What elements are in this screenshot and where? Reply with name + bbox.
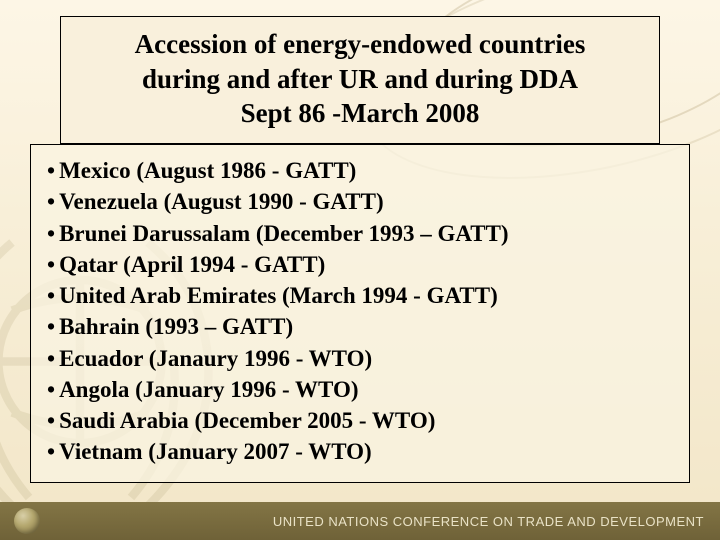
bullet-icon: •	[47, 439, 59, 464]
list-item: •Mexico (August 1986 - GATT)	[47, 155, 673, 186]
list-item: •Bahrain (1993 – GATT)	[47, 311, 673, 342]
title-line-2: during and after UR and during DDA	[81, 62, 639, 97]
list-item: •Angola (January 1996 - WTO)	[47, 374, 673, 405]
bullet-icon: •	[47, 221, 59, 246]
title-line-1: Accession of energy-endowed countries	[81, 27, 639, 62]
list-item: •United Arab Emirates (March 1994 - GATT…	[47, 280, 673, 311]
list-item: •Ecuador (Janaury 1996 - WTO)	[47, 343, 673, 374]
list-item: •Brunei Darussalam (December 1993 – GATT…	[47, 218, 673, 249]
list-item-text: Qatar (April 1994 - GATT)	[59, 252, 325, 277]
title-box: Accession of energy-endowed countries du…	[60, 16, 660, 144]
list-item-text: Angola (January 1996 - WTO)	[59, 377, 358, 402]
bullet-icon: •	[47, 252, 59, 277]
bullet-icon: •	[47, 314, 59, 339]
bullet-icon: •	[47, 189, 59, 214]
list-item-text: Brunei Darussalam (December 1993 – GATT)	[59, 221, 509, 246]
footer-text: UNITED NATIONS CONFERENCE ON TRADE AND D…	[273, 514, 704, 529]
list-item: •Vietnam (January 2007 - WTO)	[47, 436, 673, 467]
bullet-icon: •	[47, 408, 59, 433]
bullet-icon: •	[47, 377, 59, 402]
list-item-text: Mexico (August 1986 - GATT)	[59, 158, 356, 183]
list-item-text: Ecuador (Janaury 1996 - WTO)	[59, 346, 372, 371]
list-item-text: Vietnam (January 2007 - WTO)	[59, 439, 372, 464]
list-item: •Qatar (April 1994 - GATT)	[47, 249, 673, 280]
footer-bar: UNITED NATIONS CONFERENCE ON TRADE AND D…	[0, 502, 720, 540]
list-item-text: Saudi Arabia (December 2005 - WTO)	[59, 408, 435, 433]
bullet-icon: •	[47, 158, 59, 183]
list-item: •Saudi Arabia (December 2005 - WTO)	[47, 405, 673, 436]
content-box: •Mexico (August 1986 - GATT)•Venezuela (…	[30, 144, 690, 483]
title-line-3: Sept 86 -March 2008	[81, 96, 639, 131]
list-item: •Venezuela (August 1990 - GATT)	[47, 186, 673, 217]
bullet-icon: •	[47, 346, 59, 371]
list-item-text: Venezuela (August 1990 - GATT)	[59, 189, 384, 214]
bullet-icon: •	[47, 283, 59, 308]
list-item-text: Bahrain (1993 – GATT)	[59, 314, 293, 339]
list-item-text: United Arab Emirates (March 1994 - GATT)	[59, 283, 498, 308]
